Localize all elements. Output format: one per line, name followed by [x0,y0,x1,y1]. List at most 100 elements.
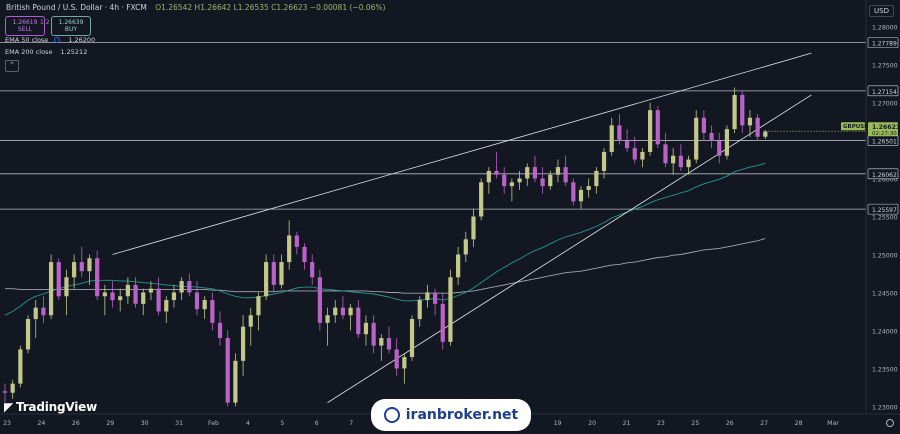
symbol-tag [841,122,865,131]
candle-body [171,292,177,301]
candle-body [540,178,545,187]
candle-body [732,94,737,130]
candle-body [287,235,292,263]
level-tag-label: 1.26501 [872,138,897,145]
candle-body [502,174,507,187]
candle-body [663,144,668,164]
candle-body [525,167,530,179]
candle-body [479,182,484,217]
candle-body [456,254,461,278]
candle-body [302,246,307,263]
ema50-label: EMA 50 close [5,36,49,44]
time-axis-label: 20 [588,420,596,427]
settings-gear-icon[interactable] [886,419,894,427]
currency-label[interactable]: USD [869,5,894,17]
time-axis-label: 31 [175,420,183,427]
candle-body [747,117,753,126]
candle-body [517,178,522,183]
candle-body [417,300,422,320]
candle-body [617,125,622,141]
time-axis-label: 27 [760,420,768,427]
candle-body [33,307,38,320]
price-axis-label: 1.24500 [872,290,898,297]
indicator-ema200[interactable]: EMA 200 close 1.25212 [5,48,87,56]
candle-body [210,300,215,323]
candle-body [640,151,645,160]
trendline[interactable] [112,52,812,255]
current-price-label: 1.26623 [872,124,900,131]
sell-button[interactable]: 1.26619 SELL [5,16,45,36]
broker-badge: iranbroker.net [371,399,531,431]
candle-body [432,292,438,304]
time-axis-label: 30 [141,420,149,427]
candle-body [141,292,146,304]
broker-logo-icon [383,407,400,423]
candle-body [25,319,31,350]
countdown-label: 02:27:30 [872,131,897,137]
candle-body [402,357,407,369]
candle-body [409,319,415,358]
candle-body [555,167,561,175]
candle-body [601,151,607,171]
candle-body [333,307,338,316]
ema200-line [5,238,766,294]
price-axis-label: 1.24000 [872,328,898,335]
candle-body [310,262,315,278]
candle-body [609,125,614,152]
time-axis-label: 6 [315,420,319,427]
level-tag-label: 1.27789 [872,41,897,48]
watermark-text: TradingView [16,400,97,414]
buy-label: BUY [64,26,78,33]
candle-body [594,170,599,187]
time-axis-label: 19 [554,420,562,427]
candle-body [686,159,691,168]
candle-body [18,349,23,384]
candle-body [356,307,361,335]
candle-body [256,296,261,316]
price-axis-label: 1.25000 [872,252,898,259]
candle-body [233,360,238,403]
candle-body [448,277,453,342]
candle-body [471,216,476,240]
buy-button[interactable]: 1.26639 BUY [51,16,91,36]
candle-body [694,117,699,160]
candle-body [463,239,468,255]
candle-body [586,186,591,190]
symbol-legend: British Pound / U.S. Dollar · 4h · FXCM … [6,3,385,13]
chevron-up-icon[interactable]: ⌃ [5,60,19,72]
candle-body [56,262,61,297]
candle-body [678,155,683,168]
tradingview-logo: ◤ TradingView [4,400,97,414]
indicator-ema50[interactable]: EMA 50 close 1.26200 [5,36,95,44]
candle-body [87,258,92,272]
trendline[interactable] [327,94,812,403]
candle-body [248,315,253,327]
candle-body [578,189,584,202]
candle-body [763,131,768,137]
candle-body [363,322,369,335]
candle-body [41,307,46,316]
time-axis-label: 23 [3,420,11,427]
time-axis-label: 4 [246,420,250,427]
time-axis-label: 28 [795,420,803,427]
ema200-label: EMA 200 close [5,48,53,56]
candle-body [740,94,745,126]
gear-icon[interactable] [54,37,61,43]
spread-value: 1.2 [40,19,50,26]
candle-body [225,338,230,403]
candle-body [548,174,553,187]
candle-body [371,322,376,346]
candle-body [717,140,722,156]
symbol-title[interactable]: British Pound / U.S. Dollar · 4h · FXCM [6,3,147,12]
candle-body [294,235,299,247]
time-axis-label: 29 [106,420,114,427]
level-tag [867,168,899,180]
broker-name: iranbroker.net [405,407,519,423]
candle-body [133,284,138,304]
candle-body [118,296,123,301]
candle-body [494,170,499,175]
candle-body [102,292,107,297]
ema50-value: 1.26200 [68,36,96,44]
